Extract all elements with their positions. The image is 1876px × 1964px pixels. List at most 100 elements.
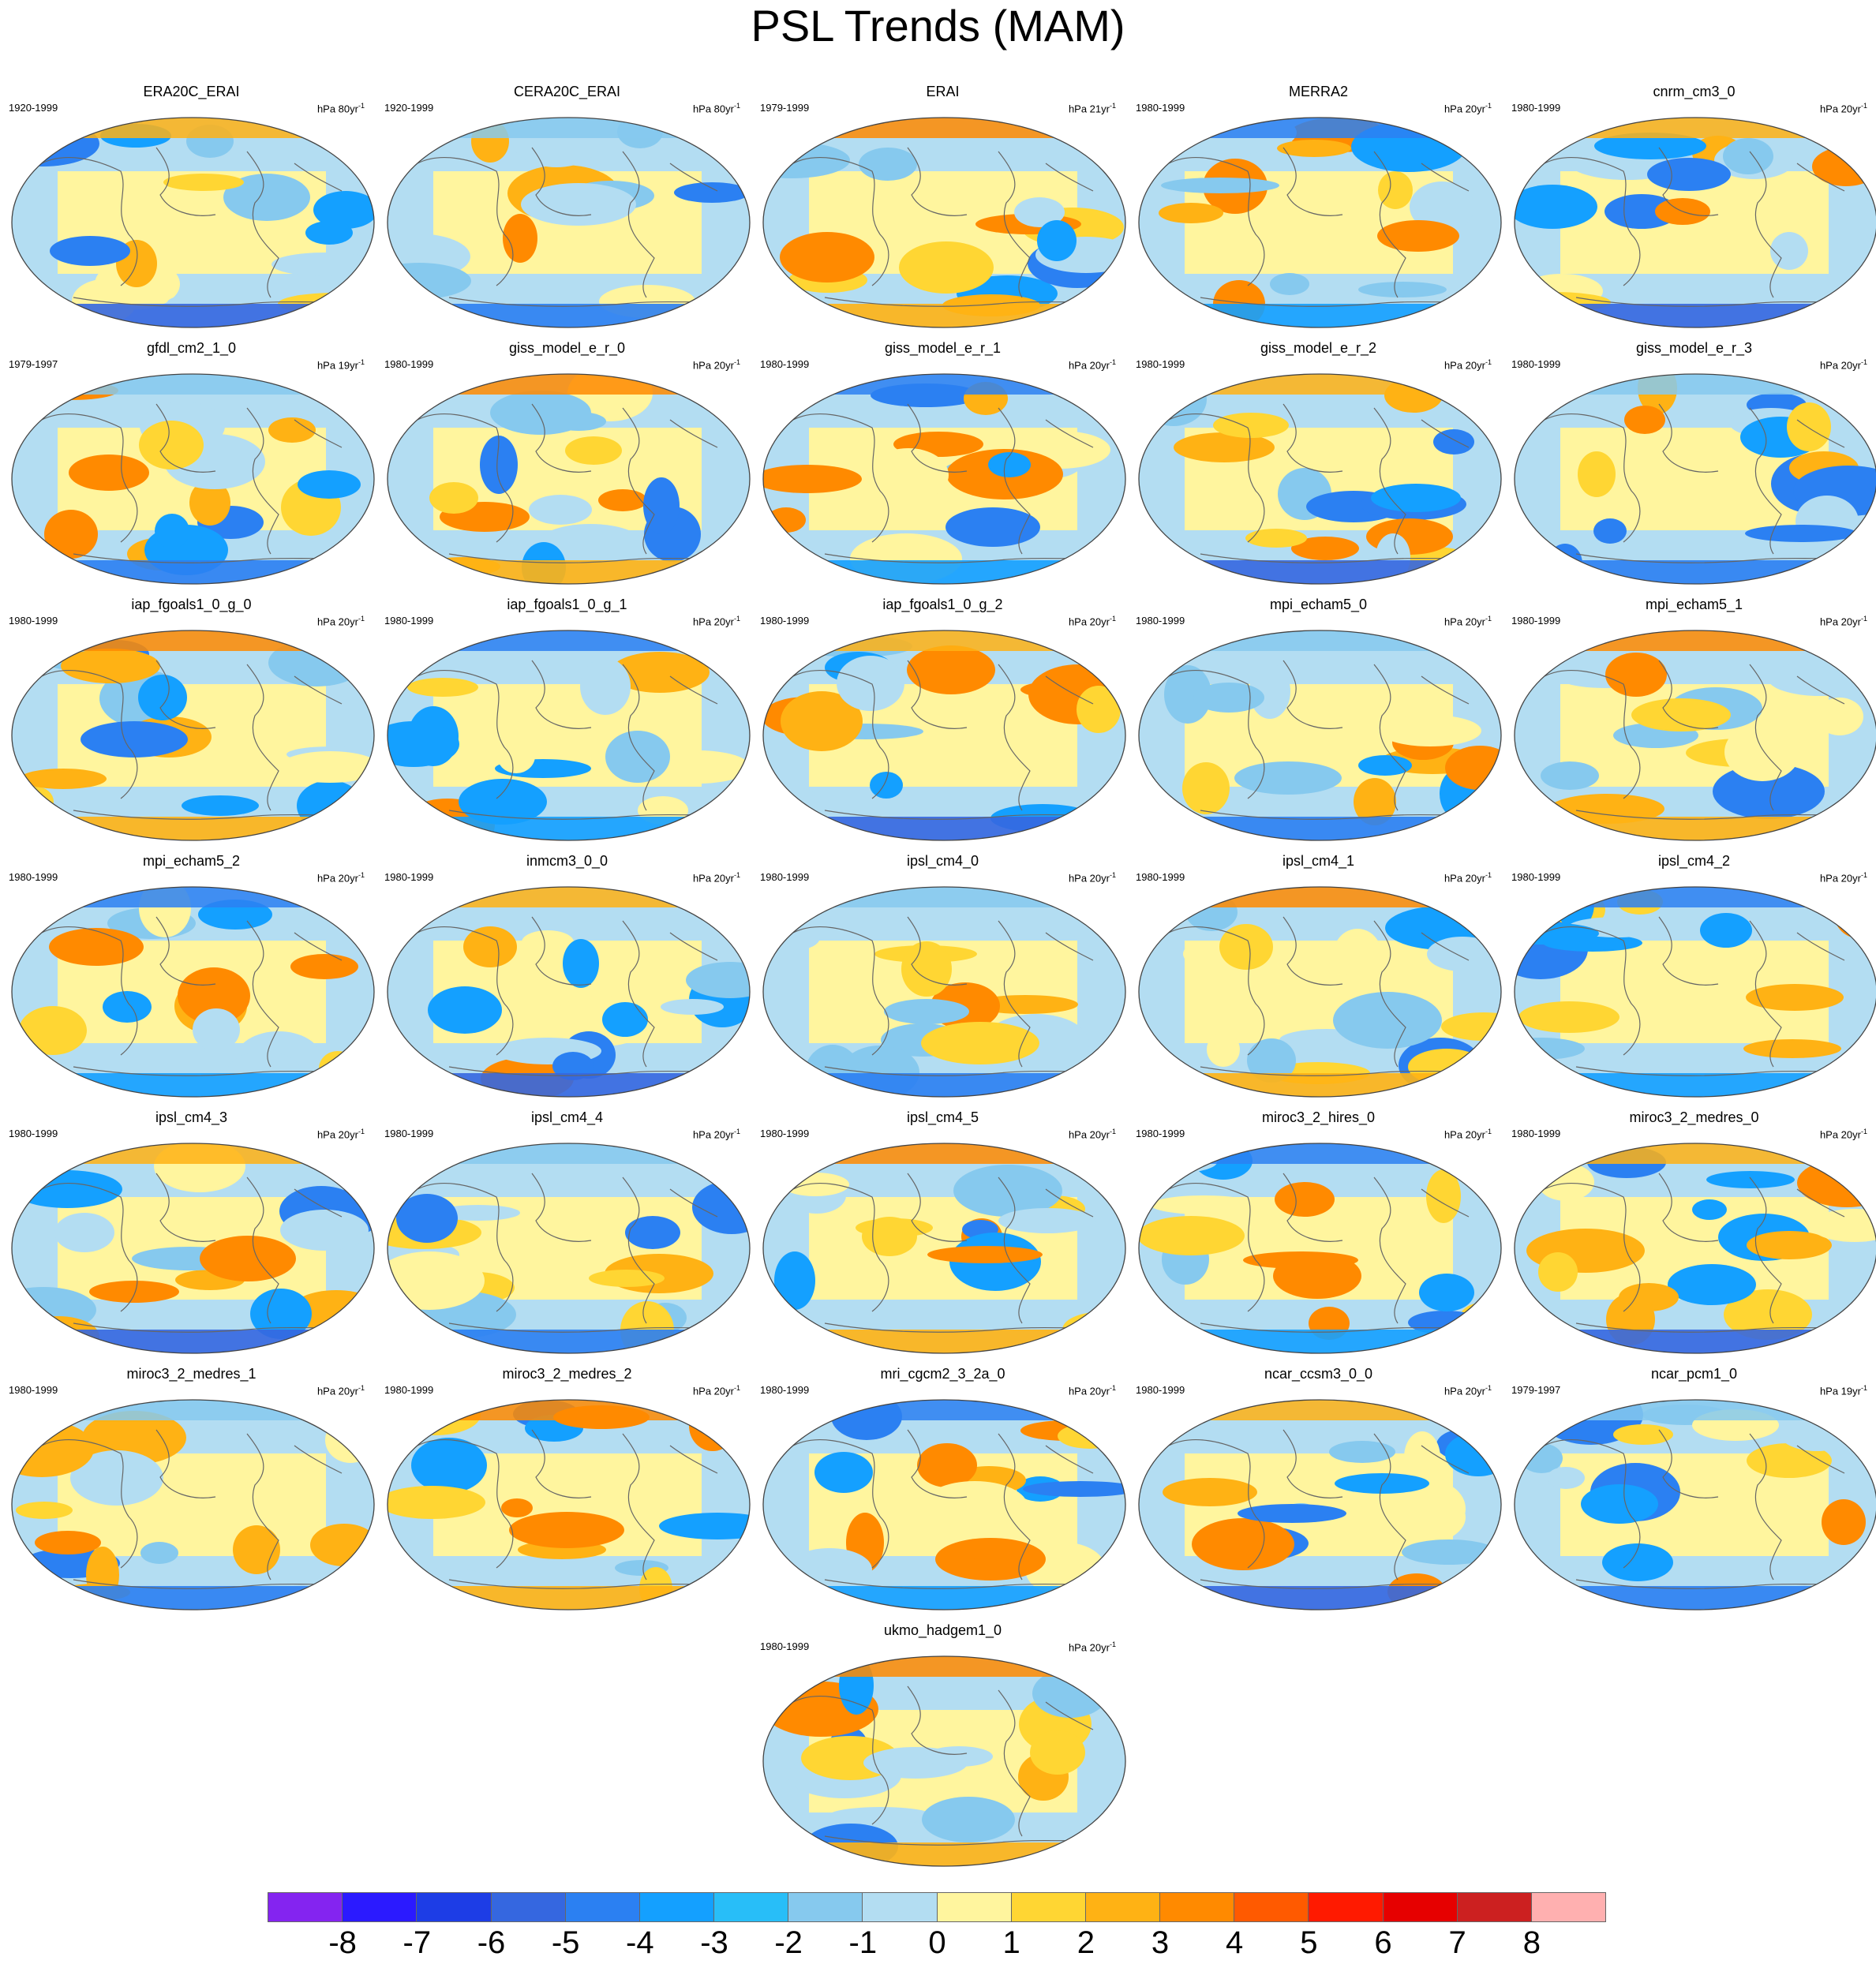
trend-contour [19,1006,87,1055]
colorbar-box [1456,1892,1532,1922]
panel-units: hPa 20yr-1 [693,869,740,885]
panel-units: hPa 20yr-1 [317,869,365,885]
units-text: hPa 20yr [1444,872,1485,885]
coastlines [792,660,1110,820]
colorbar-box [416,1892,492,1922]
south-band [12,304,374,327]
world-map [762,1655,1126,1867]
units-exponent: -1 [1109,1640,1116,1648]
north-band [12,1400,374,1420]
panel-title: ipsl_cm4_3 [155,1109,228,1125]
map-outline [762,373,1126,585]
map-panel: cnrm_cm3_0 1980-1999 hPa 20yr-1 [1507,83,1876,332]
colorbar-tick-label: 6 [1374,1925,1392,1960]
trend-contour [901,941,952,997]
trend-contour [497,739,535,773]
panel-title: iap_fgoals1_0_g_2 [882,597,1003,612]
trend-contour [563,939,599,988]
trend-contour [1247,1038,1296,1083]
map-outline [11,630,375,841]
map-outline [11,373,375,585]
south-band [12,1073,374,1097]
south-band [763,1842,1125,1866]
coastlines [417,916,734,1076]
map-outline [762,1143,1126,1354]
colorbar-box [1084,1892,1161,1922]
coastlines [1168,403,1485,563]
world-map [762,886,1126,1098]
south-band [1139,304,1501,327]
trend-contour [279,751,374,783]
south-band [1515,560,1876,584]
units-text: hPa 20yr [1444,1128,1485,1141]
panel-period: 1980-1999 [384,1128,434,1139]
colorbar-tick-label: -4 [626,1925,654,1960]
panel-units: hPa 20yr-1 [1444,1382,1492,1397]
world-map [1138,373,1502,585]
trend-contour [480,436,518,494]
map-outline [1514,1399,1876,1610]
map-outline [1138,117,1502,328]
south-band [1515,1073,1876,1097]
trend-contour [69,455,149,491]
units-text: hPa 20yr [316,615,358,628]
trend-contour [814,1452,873,1493]
panel-title: cnrm_cm3_0 [1653,84,1736,99]
map-panel: ncar_pcm1_0 1979-1997 hPa 19yr-1 [1507,1365,1876,1614]
trend-contour [1377,220,1459,252]
panel-units: hPa 20yr-1 [693,612,740,628]
trend-contour [1270,273,1309,295]
trend-contour [907,645,995,694]
trend-contour [1014,197,1065,227]
colorbar-box [862,1892,938,1922]
north-band [1139,1400,1501,1420]
colorbar-box [1234,1892,1309,1922]
panel-period: 1980-1999 [760,1128,810,1139]
colorbar-tick-label: -5 [551,1925,580,1960]
trend-contour [689,1401,736,1451]
panel-units: hPa 20yr-1 [1444,1125,1492,1141]
trend-contour [1724,723,1800,781]
coastlines [417,1173,734,1333]
trend-contour [20,769,107,789]
trend-contour [411,1438,487,1493]
panel-units: hPa 20yr-1 [1069,612,1116,628]
coastlines [1544,403,1861,563]
panel-title: MERRA2 [1288,84,1348,99]
trend-contour [1547,1467,1585,1489]
panel-units: hPa 80yr-1 [693,99,740,115]
world-map [1514,630,1876,841]
south-band [388,817,750,840]
units-text: hPa 20yr [1819,615,1861,628]
trend-contour [388,1486,485,1519]
map-panel: giss_model_e_r_3 1980-1999 hPa 20yr-1 [1507,339,1876,589]
map-panel: miroc3_2_medres_0 1980-1999 hPa 20yr-1 [1507,1109,1876,1358]
map-panel: giss_model_e_r_2 1980-1999 hPa 20yr-1 [1131,339,1506,589]
trend-contour [917,1443,977,1487]
map-outline [387,886,751,1098]
map-outline [1514,117,1876,328]
colorbar-tick-label: -6 [477,1925,506,1960]
colorbar-tick-label: 0 [928,1925,946,1960]
units-exponent: -1 [1109,1384,1116,1392]
trend-contour [1334,929,1381,978]
north-band [1139,374,1501,395]
units-exponent: -1 [733,871,740,879]
trend-contour [781,1173,849,1196]
trend-contour [862,1217,917,1256]
panel-title: iap_fgoals1_0_g_1 [507,597,627,612]
colorbar-box [713,1892,789,1922]
south-band [1139,1330,1501,1353]
trend-contour [1605,653,1667,697]
panel-title: mpi_echam5_2 [142,853,241,869]
trend-contour [1647,158,1731,191]
panel-title: inmcm3_0_0 [526,853,608,869]
panel-period: 1980-1999 [9,871,58,883]
trend-contour [884,999,969,1024]
colorbar-tick-label: 4 [1226,1925,1244,1960]
trend-contour [565,436,622,465]
trend-contour [1668,1264,1756,1305]
trend-contour [182,795,259,816]
trend-contour [12,1170,122,1208]
map-outline [762,886,1126,1098]
